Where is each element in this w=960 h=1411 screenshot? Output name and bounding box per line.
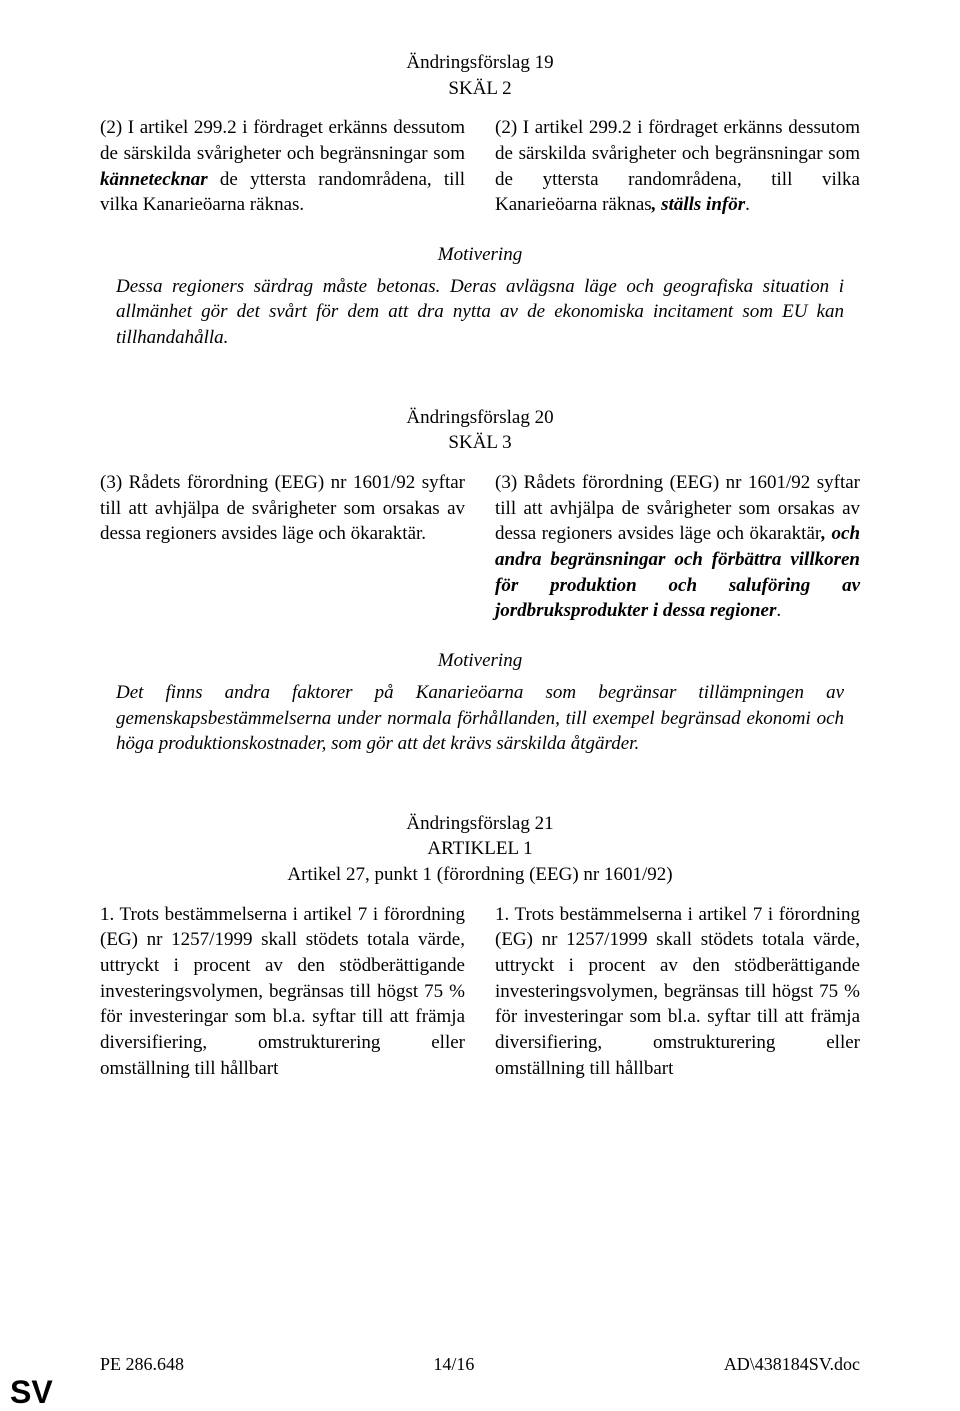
amendment-20-subtitle: SKÄL 3 bbox=[100, 430, 860, 456]
motivering-body-19: Dessa regioners särdrag måste betonas. D… bbox=[100, 274, 860, 351]
document-page: Ändringsförslag 19 SKÄL 2 (2) I artikel … bbox=[0, 0, 960, 1411]
amendment-20-right: (3) Rådets förordning (EEG) nr 1601/92 s… bbox=[495, 470, 860, 624]
footer-center: 14/16 bbox=[433, 1354, 474, 1375]
amendment-19-left: (2) I artikel 299.2 i fördraget erkänns … bbox=[100, 115, 465, 218]
amendment-21-header: Ändringsförslag 21 ARTIKLEL 1 Artikel 27… bbox=[100, 811, 860, 888]
footer-left: PE 286.648 bbox=[100, 1354, 184, 1375]
amendment-20-header: Ändringsförslag 20 SKÄL 3 bbox=[100, 405, 860, 456]
amendment-20-title: Ändringsförslag 20 bbox=[100, 405, 860, 431]
motivering-body-20: Det finns andra faktorer på Kanarieöarna… bbox=[100, 680, 860, 757]
amendment-19-title: Ändringsförslag 19 bbox=[100, 50, 860, 76]
amendment-21-left: 1. Trots bestämmelserna i artikel 7 i fö… bbox=[100, 902, 465, 1081]
amendment-20-columns: (3) Rådets förordning (EEG) nr 1601/92 s… bbox=[100, 470, 860, 624]
motivering-label-19: Motivering bbox=[100, 244, 860, 266]
amendment-19-subtitle: SKÄL 2 bbox=[100, 76, 860, 102]
amendment-21-title: Ändringsförslag 21 bbox=[100, 811, 860, 837]
amendment-19-columns: (2) I artikel 299.2 i fördraget erkänns … bbox=[100, 115, 860, 218]
footer-right: AD\438184SV.doc bbox=[724, 1354, 860, 1375]
amendment-21-right: 1. Trots bestämmelserna i artikel 7 i fö… bbox=[495, 902, 860, 1081]
amendment-20-left: (3) Rådets förordning (EEG) nr 1601/92 s… bbox=[100, 470, 465, 624]
amendment-21-columns: 1. Trots bestämmelserna i artikel 7 i fö… bbox=[100, 902, 860, 1081]
amendment-21-article: Artikel 27, punkt 1 (förordning (EEG) nr… bbox=[100, 862, 860, 888]
language-mark: SV bbox=[10, 1374, 53, 1411]
amendment-21-subtitle: ARTIKLEL 1 bbox=[100, 836, 860, 862]
motivering-label-20: Motivering bbox=[100, 650, 860, 672]
page-footer: PE 286.648 14/16 AD\438184SV.doc bbox=[100, 1354, 860, 1375]
amendment-19-right: (2) I artikel 299.2 i fördraget erkänns … bbox=[495, 115, 860, 218]
amendment-19-header: Ändringsförslag 19 SKÄL 2 bbox=[100, 50, 860, 101]
